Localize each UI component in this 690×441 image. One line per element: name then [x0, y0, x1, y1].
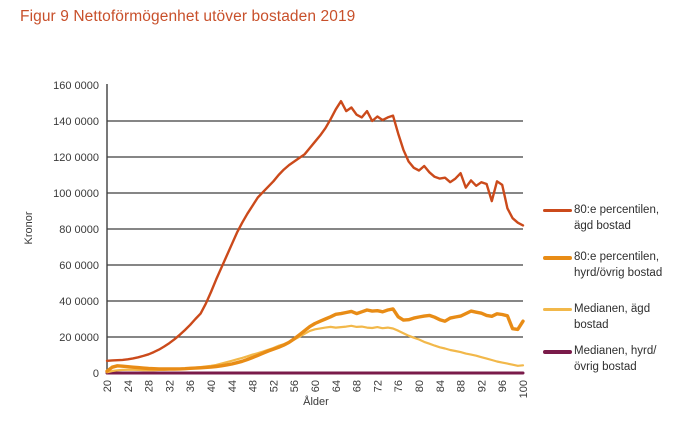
x-tick-label: 64 [331, 380, 343, 392]
x-tick-label: 56 [289, 380, 301, 392]
x-tick-label: 68 [352, 380, 364, 392]
x-tick-label: 44 [227, 380, 239, 392]
legend-item-median-agd: Medianen, ägd bostad [543, 302, 690, 333]
y-tick-label: 20 0000 [59, 332, 99, 344]
y-tick-label: 120 0000 [53, 152, 99, 164]
chart-title: Figur 9 Nettoförmögenhet utöver bostaden… [20, 8, 356, 25]
x-tick-label: 92 [476, 380, 488, 392]
legend-item-p80-agd: 80:e percentilen, ägd bostad [543, 203, 690, 234]
y-tick-label: 40 0000 [59, 296, 99, 308]
x-tick-label: 48 [248, 380, 260, 392]
x-tick-label: 24 [123, 380, 135, 392]
x-tick-label: 20 [102, 380, 114, 392]
legend-label: Medianen, hyrd/övrig bostad [574, 345, 657, 373]
legend-item-median-hyrd: Medianen, hyrd/övrig bostad [543, 344, 690, 375]
series-line-0 [105, 99, 525, 362]
x-tick-label: 28 [144, 380, 156, 392]
legend-label: 80:e percentilen, hyrd/övrig bostad [574, 251, 663, 279]
x-tick-label: 80 [414, 380, 426, 392]
x-tick-label: 36 [185, 380, 197, 392]
x-tick-label: 88 [456, 380, 468, 392]
legend-label: Medianen, ägd bostad [574, 303, 651, 331]
legend-item-p80-hyrd: 80:e percentilen, hyrd/övrig bostad [543, 250, 690, 281]
legend-swatch-median-hyrd [543, 350, 572, 354]
series-line-1 [105, 307, 525, 373]
legend-swatch-p80-hyrd [543, 256, 572, 260]
y-tick-label: 100 0000 [53, 188, 99, 200]
y-tick-label: 140 0000 [53, 116, 99, 128]
x-tick-label: 72 [372, 380, 384, 392]
x-axis-label: Ålder [303, 396, 329, 408]
x-tick-label: 84 [435, 380, 447, 392]
y-tick-label: 160 0000 [53, 80, 99, 92]
y-axis-label: Kronor [23, 211, 35, 245]
y-tick-label: 60 0000 [59, 260, 99, 272]
y-tick-label: 0 [93, 368, 99, 380]
x-tick-label: 52 [268, 380, 280, 392]
legend-label: 80:e percentilen, ägd bostad [574, 204, 660, 232]
x-tick-label: 100 [518, 380, 530, 398]
x-tick-label: 76 [393, 380, 405, 392]
y-tick-label: 80 0000 [59, 224, 99, 236]
x-tick-label: 32 [164, 380, 176, 392]
x-tick-label: 40 [206, 380, 218, 392]
legend-swatch-p80-agd [543, 209, 572, 212]
x-tick-label: 60 [310, 380, 322, 392]
legend-swatch-median-agd [543, 308, 572, 311]
x-tick-label: 96 [497, 380, 509, 392]
series-line-2 [105, 324, 525, 374]
